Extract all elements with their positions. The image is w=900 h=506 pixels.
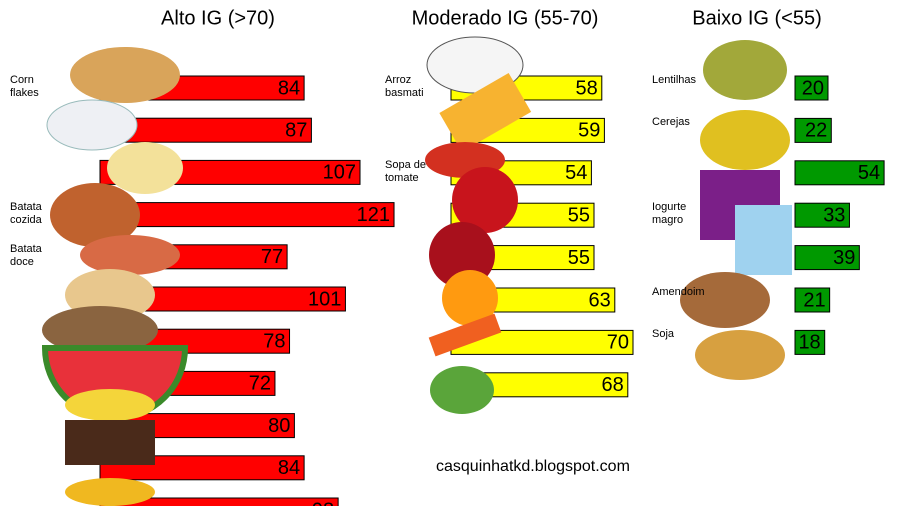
category-label: Arroz basmati bbox=[385, 74, 424, 99]
bar bbox=[794, 329, 826, 355]
value-label: 58 bbox=[576, 77, 598, 99]
chart-title: Baixo IG (<55) bbox=[692, 7, 822, 29]
value-label: 54 bbox=[858, 162, 880, 184]
value-label: 22 bbox=[805, 120, 827, 142]
food-image bbox=[735, 205, 792, 275]
value-label: 80 bbox=[268, 415, 290, 437]
food-image bbox=[70, 47, 180, 103]
food-image bbox=[65, 478, 155, 506]
food-image bbox=[50, 183, 140, 247]
value-label: 18 bbox=[798, 332, 820, 354]
chart-title: Moderado IG (55-70) bbox=[412, 7, 599, 29]
value-label: 33 bbox=[823, 204, 845, 226]
bar bbox=[794, 245, 860, 271]
value-label: 107 bbox=[323, 162, 356, 184]
category-label: Lentilhas bbox=[652, 74, 697, 86]
value-label: 84 bbox=[278, 457, 300, 479]
value-label: 121 bbox=[357, 204, 390, 226]
value-label: 20 bbox=[802, 77, 824, 99]
food-image bbox=[428, 313, 502, 357]
value-label: 72 bbox=[249, 373, 271, 395]
food-image bbox=[439, 72, 532, 152]
bar bbox=[794, 287, 831, 313]
food-image bbox=[65, 389, 155, 421]
bar bbox=[794, 160, 885, 186]
food-image bbox=[680, 272, 770, 328]
category-label: Corn flakes bbox=[10, 74, 39, 99]
value-label: 78 bbox=[263, 330, 285, 352]
food-image bbox=[65, 420, 155, 465]
value-label: 39 bbox=[833, 247, 855, 269]
food-image bbox=[80, 235, 180, 275]
category-label: Batata cozida bbox=[10, 200, 42, 226]
bar bbox=[99, 497, 339, 506]
food-image bbox=[46, 99, 138, 151]
food-image bbox=[42, 306, 158, 354]
value-label: 70 bbox=[607, 332, 629, 354]
category-label: Soja bbox=[652, 328, 675, 341]
food-image bbox=[703, 40, 787, 100]
value-label: 84 bbox=[278, 77, 300, 99]
value-label: 101 bbox=[308, 288, 341, 310]
food-image bbox=[452, 167, 518, 233]
value-label: 55 bbox=[568, 204, 590, 226]
value-label: 98 bbox=[312, 499, 334, 506]
food-image bbox=[107, 142, 183, 194]
category-label: Sopa de tomate bbox=[385, 158, 426, 184]
category-label: Cerejas bbox=[652, 116, 690, 129]
chart-title: Alto IG (>70) bbox=[161, 7, 275, 29]
value-label: 77 bbox=[261, 246, 283, 268]
value-label: 59 bbox=[578, 120, 600, 142]
food-image bbox=[442, 270, 498, 326]
category-label: Batata doce bbox=[10, 242, 42, 268]
value-label: 55 bbox=[568, 247, 590, 269]
food-image bbox=[430, 366, 494, 414]
value-label: 54 bbox=[565, 162, 587, 184]
value-label: 68 bbox=[602, 374, 624, 396]
bar bbox=[794, 202, 850, 228]
bar bbox=[99, 202, 395, 228]
value-label: 63 bbox=[589, 289, 611, 311]
value-label: 87 bbox=[285, 119, 307, 141]
category-label: Iogurte magro bbox=[652, 201, 687, 227]
food-images bbox=[41, 36, 885, 506]
bar bbox=[794, 75, 829, 101]
bar bbox=[794, 117, 832, 143]
category-label: Amendoim bbox=[652, 286, 705, 298]
footer: casquinhatkd.blogspot.com bbox=[436, 458, 630, 475]
food-image bbox=[700, 110, 790, 170]
food-image bbox=[695, 330, 785, 380]
value-label: 21 bbox=[803, 289, 825, 311]
